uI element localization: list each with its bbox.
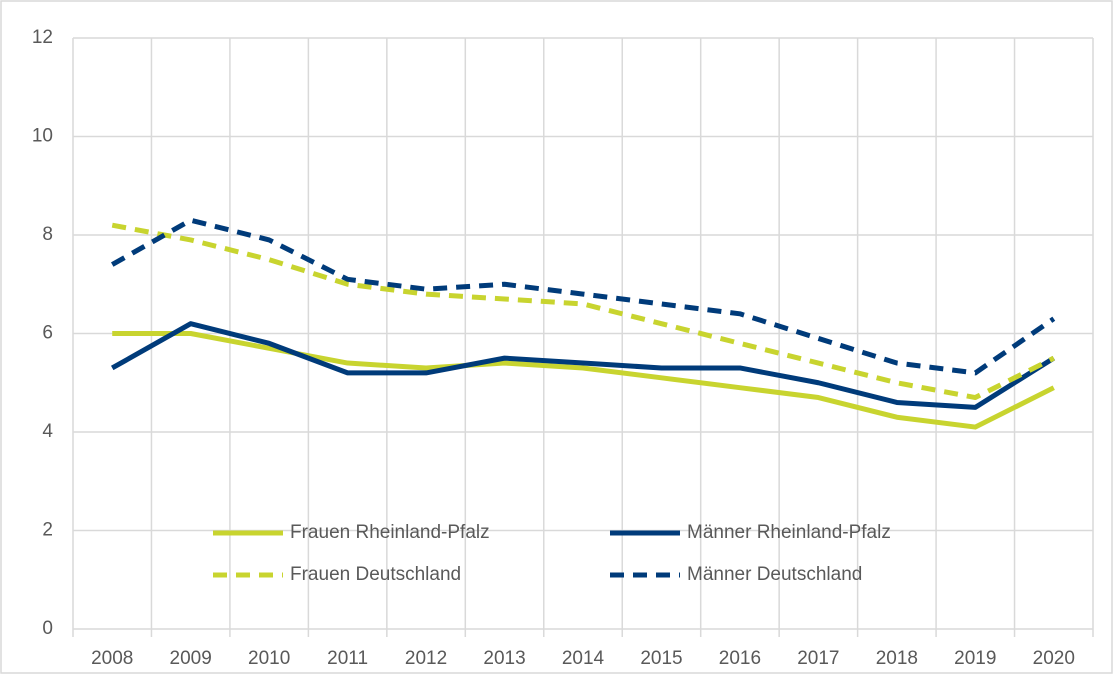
x-tick-label: 2019: [954, 648, 996, 669]
x-tick-label: 2009: [170, 648, 212, 669]
series-line: [112, 331, 1055, 430]
y-tick-label: 10: [32, 126, 53, 147]
y-tick-label: 0: [42, 618, 53, 639]
legend-label: Frauen Deutschland: [290, 564, 461, 585]
y-tick-label: 8: [42, 224, 53, 245]
x-tick-label: 2012: [405, 648, 447, 669]
series-line: [111, 321, 1056, 410]
x-tick-label: 2020: [1033, 648, 1075, 669]
y-tick-label: 6: [42, 323, 53, 344]
legend-label: Männer Rheinland-Pfalz: [687, 522, 891, 543]
x-tick-label: 2014: [562, 648, 605, 669]
x-tick-label: 2008: [91, 648, 133, 669]
x-tick-label: 2015: [640, 648, 682, 669]
x-tick-label: 2016: [719, 648, 761, 669]
x-tick-label: 2018: [876, 648, 918, 669]
x-tick-label: 2010: [248, 648, 290, 669]
series-line: [111, 217, 1056, 376]
legend-label: Frauen Rheinland-Pfalz: [290, 522, 490, 543]
x-tick-label: 2011: [327, 648, 368, 669]
x-tick-label: 2017: [797, 648, 839, 669]
legend-label: Männer Deutschland: [687, 564, 862, 585]
x-tick-label: 2013: [483, 648, 525, 669]
y-tick-label: 12: [32, 27, 53, 48]
y-tick-label: 2: [42, 520, 53, 541]
y-tick-label: 4: [42, 421, 53, 442]
